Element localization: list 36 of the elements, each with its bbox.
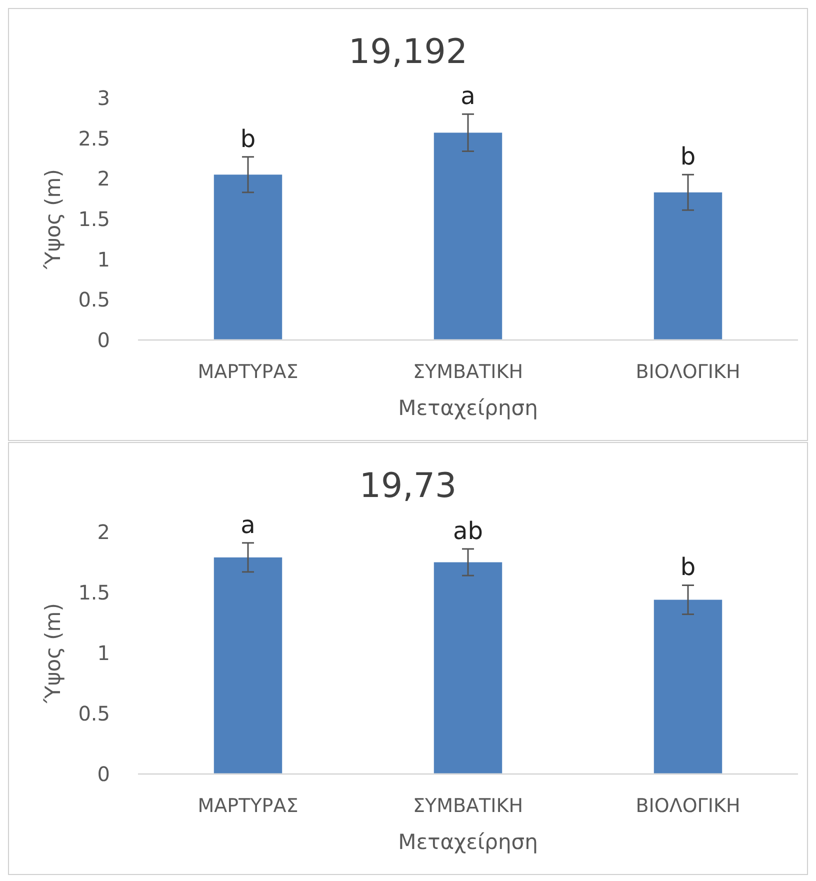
bar	[654, 192, 722, 340]
y-tick-label: 0.5	[78, 702, 110, 726]
y-tick-label: 2.5	[78, 126, 110, 150]
bar	[434, 132, 502, 340]
chart-title: 19,192	[348, 32, 468, 72]
y-tick-label: 0	[97, 328, 110, 352]
annotation: b	[240, 124, 256, 153]
y-tick-label: 1	[97, 247, 110, 272]
y-tick-label: 1	[97, 641, 110, 665]
bar	[214, 557, 282, 774]
bar	[654, 600, 722, 774]
x-axis-title: Μεταχείρηση	[398, 396, 538, 420]
y-tick-label: 1.5	[78, 580, 110, 604]
y-axis-title: Ύψος (m)	[41, 603, 65, 704]
chart-title: 19,73	[359, 466, 457, 506]
x-tick-label: ΜΑΡΤΥΡΑΣ	[198, 361, 298, 383]
annotation: a	[460, 82, 476, 110]
bar	[434, 562, 502, 774]
y-tick-label: 0.5	[78, 288, 110, 312]
y-tick-label: 3	[97, 86, 110, 110]
y-tick-label: 2	[97, 520, 110, 544]
annotation: ab	[453, 516, 483, 545]
x-tick-label: ΜΑΡΤΥΡΑΣ	[198, 795, 298, 817]
annotation: b	[680, 553, 696, 582]
annotation: b	[680, 142, 696, 171]
x-tick-label: ΣΥΜΒΑΤΙΚΗ	[413, 795, 523, 817]
y-axis-title: Ύψος (m)	[41, 169, 65, 270]
y-tick-label: 2	[97, 166, 110, 191]
x-axis-title: Μεταχείρηση	[398, 830, 538, 854]
y-tick-label: 0	[97, 762, 110, 786]
x-tick-label: ΣΥΜΒΑΤΙΚΗ	[413, 361, 523, 383]
y-tick-label: 1.5	[78, 207, 110, 231]
bar	[214, 174, 282, 340]
x-tick-label: ΒΙΟΛΟΓΙΚΗ	[636, 795, 740, 817]
x-tick-label: ΒΙΟΛΟΓΙΚΗ	[636, 361, 740, 383]
annotation: a	[240, 510, 256, 539]
